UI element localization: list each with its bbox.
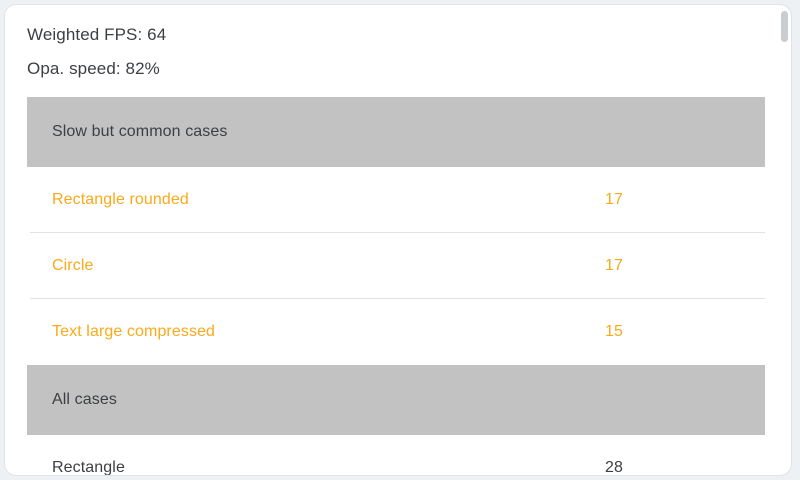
section-title: Slow but common cases — [52, 123, 228, 140]
benchmark-results-card: Weighted FPS: 64 Opa. speed: 82% Slow bu… — [4, 4, 792, 476]
result-value: 15 — [605, 323, 623, 340]
result-row-rectangle-rounded[interactable]: Rectangle rounded 17 — [27, 167, 765, 233]
result-row-circle[interactable]: Circle 17 — [27, 233, 765, 299]
weighted-fps-stat: Weighted FPS: 64 — [27, 25, 167, 44]
result-name: Rectangle rounded — [52, 191, 189, 208]
opa-speed-stat: Opa. speed: 82% — [27, 59, 160, 78]
result-row-rectangle[interactable]: Rectangle 28 — [27, 435, 765, 475]
result-value: 17 — [605, 191, 623, 208]
results-list: Slow but common cases Rectangle rounded … — [5, 97, 791, 475]
scrollbar-thumb[interactable] — [781, 11, 788, 42]
card-scroll-region[interactable]: Weighted FPS: 64 Opa. speed: 82% Slow bu… — [5, 5, 791, 475]
result-value: 17 — [605, 257, 623, 274]
result-name: Rectangle — [52, 459, 125, 475]
vertical-scrollbar[interactable] — [779, 7, 789, 475]
result-name: Circle — [52, 257, 94, 274]
summary-stats: Weighted FPS: 64 Opa. speed: 82% — [5, 5, 791, 79]
result-name: Text large compressed — [52, 323, 216, 340]
result-row-text-large-compressed[interactable]: Text large compressed 15 — [27, 299, 765, 365]
section-title: All cases — [52, 391, 117, 408]
section-header-slow-but-common-cases: Slow but common cases — [27, 97, 765, 167]
section-header-all-cases: All cases — [27, 365, 765, 435]
result-value: 28 — [605, 459, 623, 475]
